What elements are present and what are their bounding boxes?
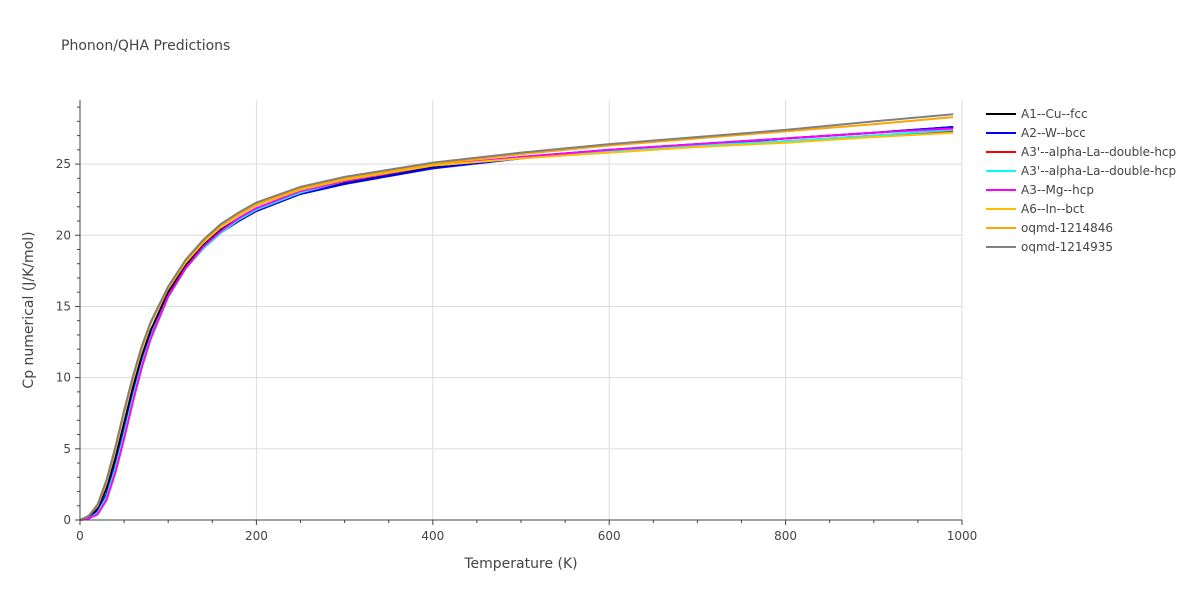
x-tick-label: 600 xyxy=(598,529,621,543)
x-axis-title: Temperature (K) xyxy=(463,556,577,572)
legend-label: A1--Cu--fcc xyxy=(1021,107,1088,121)
x-tick-label: 400 xyxy=(421,529,444,543)
x-tick-label: 0 xyxy=(76,529,84,543)
legend-item-4[interactable]: A3--Mg--hcp xyxy=(986,183,1094,197)
series-line-2[interactable] xyxy=(79,130,954,521)
legend-label: A3'--alpha-La--double-hcp xyxy=(1021,164,1176,178)
legend-item-2[interactable]: A3'--alpha-La--double-hcp xyxy=(986,145,1176,159)
legend-item-0[interactable]: A1--Cu--fcc xyxy=(986,107,1088,121)
legend-label: oqmd-1214935 xyxy=(1021,240,1113,254)
series-line-6[interactable] xyxy=(79,116,954,521)
legend[interactable]: A1--Cu--fcc A2--W--bcc A3'--alpha-La--doub… xyxy=(986,107,1176,254)
legend-item-3[interactable]: A3'--alpha-La--double-hcp xyxy=(986,164,1176,178)
y-tick-label: 0 xyxy=(63,513,71,527)
y-tick-label: 20 xyxy=(56,228,71,242)
legend-label: A3--Mg--hcp xyxy=(1021,183,1094,197)
legend-label: oqmd-1214846 xyxy=(1021,221,1113,235)
series-line-0[interactable] xyxy=(79,126,954,521)
x-tick-label: 1000 xyxy=(947,529,978,543)
y-tick-label: 15 xyxy=(56,299,71,313)
legend-item-6[interactable]: oqmd-1214846 xyxy=(986,221,1113,235)
series-line-4[interactable] xyxy=(79,127,954,521)
y-tick-label: 10 xyxy=(56,371,71,385)
series-line-1[interactable] xyxy=(79,126,954,521)
series-line-7[interactable] xyxy=(79,113,954,521)
axis-layer: 0 200 400 600 800 1000 0 5 10 15 20 25 xyxy=(56,100,978,543)
legend-item-5[interactable]: A6--In--bct xyxy=(986,202,1085,216)
legend-label: A6--In--bct xyxy=(1021,202,1085,216)
x-tick-label: 800 xyxy=(774,529,797,543)
legend-item-1[interactable]: A2--W--bcc xyxy=(986,126,1086,140)
grid-layer xyxy=(80,100,963,520)
series-layer xyxy=(79,113,954,521)
legend-label: A2--W--bcc xyxy=(1021,126,1086,140)
legend-label: A3'--alpha-La--double-hcp xyxy=(1021,145,1176,159)
series-line-3[interactable] xyxy=(79,128,954,521)
chart-title: Phonon/QHA Predictions xyxy=(61,38,230,54)
y-tick-label: 25 xyxy=(56,157,71,171)
series-line-5[interactable] xyxy=(79,131,954,521)
y-axis-title: Cp numerical (J/K/mol) xyxy=(21,231,37,388)
legend-item-7[interactable]: oqmd-1214935 xyxy=(986,240,1113,254)
y-tick-label: 5 xyxy=(63,442,71,456)
x-tick-label: 200 xyxy=(245,529,268,543)
